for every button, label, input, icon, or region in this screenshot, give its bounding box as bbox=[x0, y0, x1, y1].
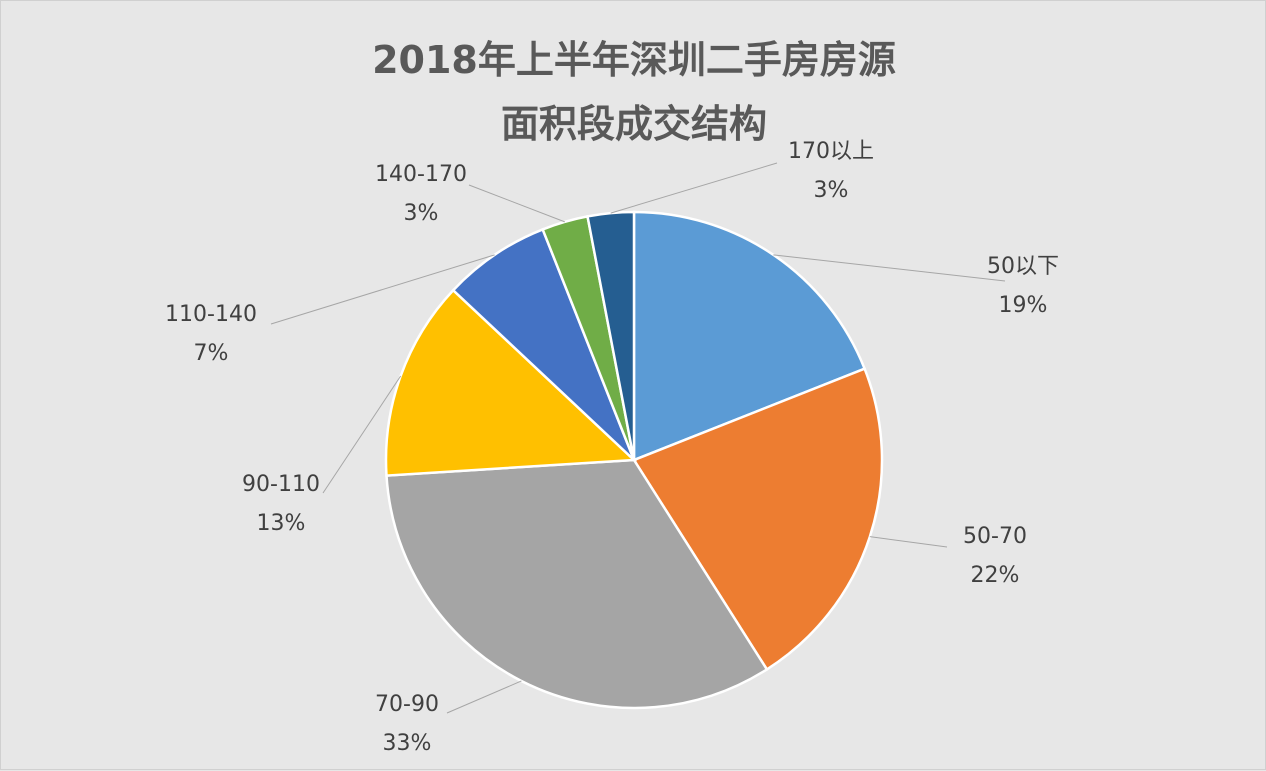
slice-category-label-6: 170以上 bbox=[788, 139, 874, 164]
slice-percent-label-0: 19% bbox=[999, 293, 1048, 318]
slice-category-label-4: 110-140 bbox=[165, 302, 257, 327]
slice-category-label-1: 50-70 bbox=[963, 524, 1027, 549]
slice-percent-label-5: 3% bbox=[404, 201, 439, 226]
pie-slice-0 bbox=[632, 210, 867, 462]
slice-percent-label-6: 3% bbox=[814, 178, 849, 203]
slice-percent-label-4: 7% bbox=[194, 341, 229, 366]
leader-line-2 bbox=[446, 680, 522, 714]
leader-line-4 bbox=[270, 254, 495, 325]
pie-slice-1 bbox=[632, 367, 884, 672]
pie-slice-4 bbox=[451, 227, 636, 461]
pie-slice-3 bbox=[384, 288, 637, 477]
leader-line-0 bbox=[773, 254, 1006, 282]
leader-line-5 bbox=[468, 184, 565, 223]
slice-category-label-5: 140-170 bbox=[375, 162, 467, 187]
pie-slice-6 bbox=[586, 210, 636, 461]
slice-category-label-0: 50以下 bbox=[987, 254, 1059, 279]
leader-line-3 bbox=[322, 375, 402, 494]
leader-line-6 bbox=[610, 162, 778, 214]
leader-line-1 bbox=[869, 536, 948, 548]
slice-percent-label-3: 13% bbox=[257, 511, 306, 536]
chart-title-line-1: 2018年上半年深圳二手房房源 bbox=[372, 38, 896, 82]
slice-category-label-2: 70-90 bbox=[375, 692, 439, 717]
slice-category-label-3: 90-110 bbox=[242, 472, 320, 497]
slice-percent-label-2: 33% bbox=[383, 731, 432, 756]
chart-title-line-2: 面积段成交结构 bbox=[500, 102, 767, 146]
slice-percent-label-1: 22% bbox=[971, 563, 1020, 588]
